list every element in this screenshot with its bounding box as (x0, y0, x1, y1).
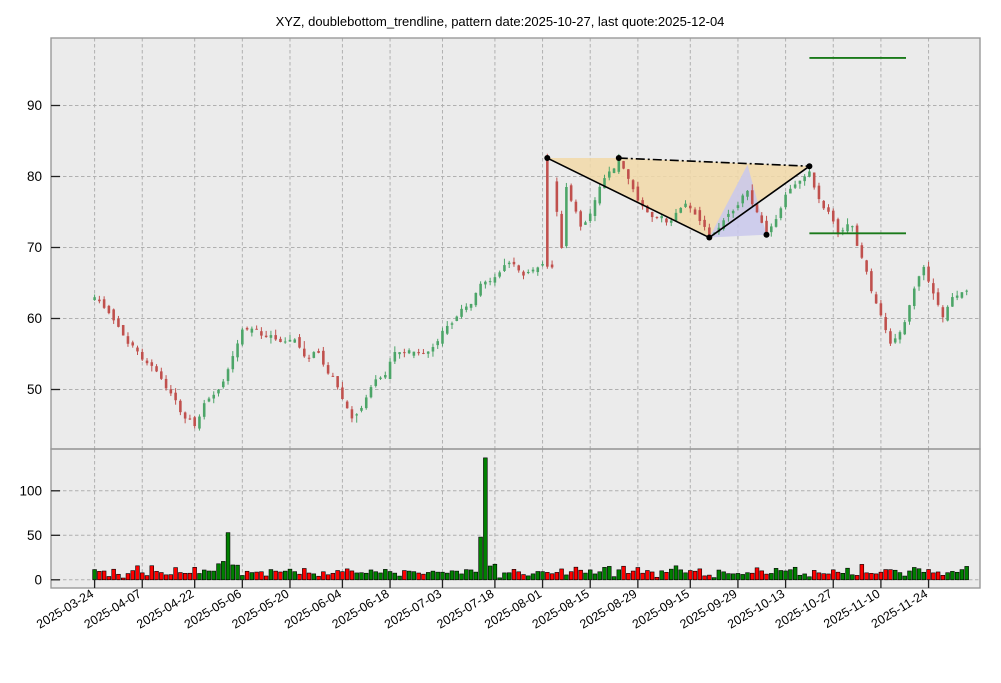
svg-text:50: 50 (27, 382, 42, 397)
svg-text:XYZ, doublebottom_trendline, p: XYZ, doublebottom_trendline, pattern dat… (276, 14, 725, 29)
svg-text:80: 80 (27, 169, 42, 184)
svg-text:60: 60 (27, 311, 42, 326)
svg-text:90: 90 (27, 98, 42, 113)
svg-text:0: 0 (34, 572, 42, 587)
svg-text:100: 100 (19, 483, 42, 498)
svg-text:70: 70 (27, 240, 42, 255)
svg-text:50: 50 (27, 528, 42, 543)
